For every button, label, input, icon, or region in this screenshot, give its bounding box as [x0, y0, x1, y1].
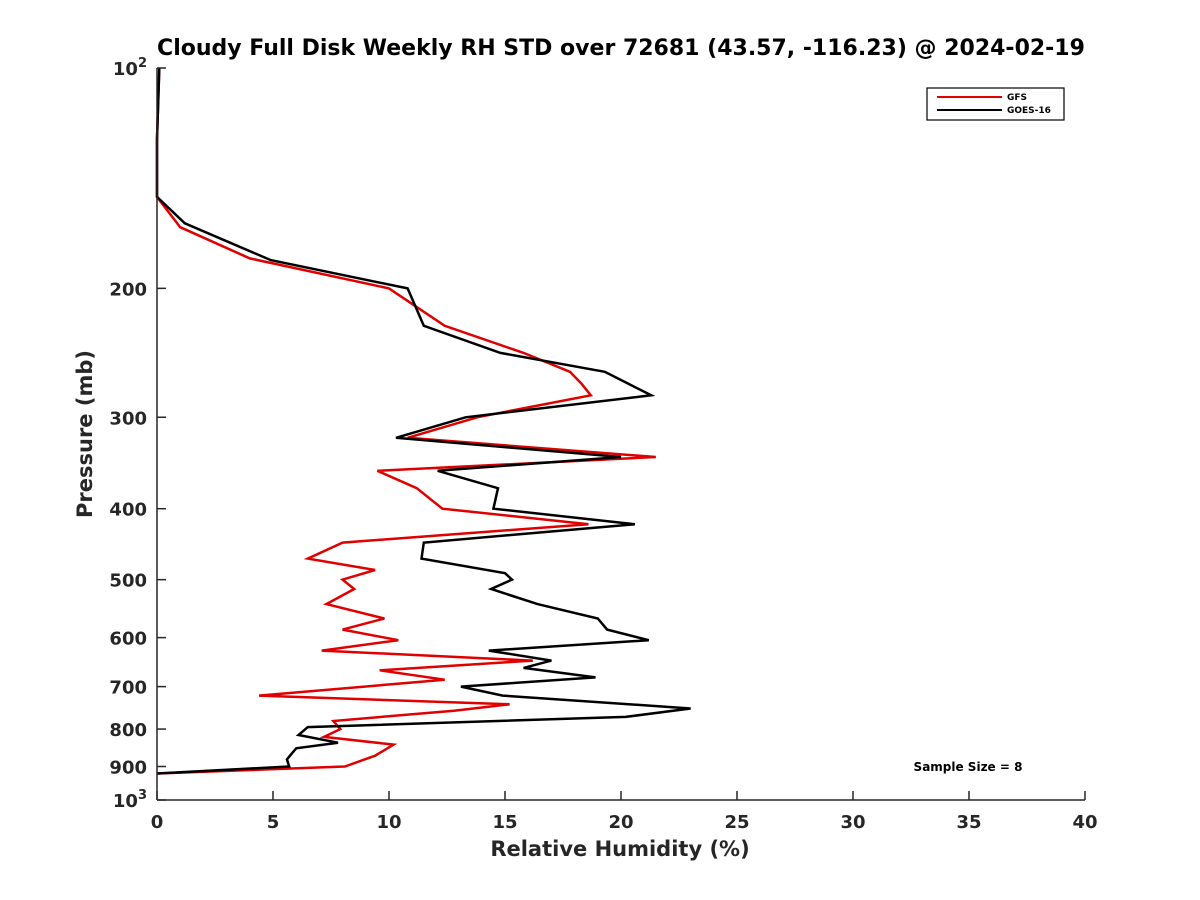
series-line-goes-16: [155, 67, 691, 775]
x-tick-label: 0: [151, 812, 164, 833]
y-tick-label: 700: [109, 678, 147, 699]
y-tick-label: 500: [109, 571, 147, 592]
series-layer: [155, 67, 691, 775]
x-tick-label: 10: [376, 812, 401, 833]
plot-area: [157, 68, 1085, 800]
x-tick-label: 5: [267, 812, 280, 833]
y-tick-label: 400: [109, 500, 147, 521]
legend: GFS GOES-16: [926, 87, 1065, 121]
legend-label-gfs: GFS: [1007, 93, 1027, 103]
series-line-gfs: [155, 67, 656, 775]
y-axis-label: Pressure (mb): [73, 350, 97, 518]
y-tick-label: 200: [109, 279, 147, 300]
x-tick-label: 20: [608, 812, 633, 833]
ticks-layer: 0 5 10 15 20 25 30 35 40 102 200 300 400 500 600 700 800…: [109, 56, 1097, 833]
y-tick-label: 900: [109, 758, 147, 779]
legend-label-goes16: GOES-16: [1007, 106, 1051, 116]
x-tick-label: 30: [840, 812, 865, 833]
x-tick-label: 15: [492, 812, 517, 833]
y-tick-label: 300: [109, 408, 147, 429]
sample-size-annotation: Sample Size = 8: [914, 760, 1023, 774]
x-tick-label: 35: [956, 812, 981, 833]
x-tick-label: 25: [724, 812, 749, 833]
x-axis-label: Relative Humidity (%): [490, 837, 749, 861]
legend-box: [926, 87, 1065, 121]
y-tick-label: 600: [109, 629, 147, 650]
y-tick-label: 103: [113, 788, 147, 812]
y-tick-label: 800: [109, 720, 147, 741]
chart-title: Cloudy Full Disk Weekly RH STD over 7268…: [157, 36, 1085, 61]
x-tick-label: 40: [1072, 812, 1097, 833]
y-tick-label: 102: [113, 56, 147, 80]
